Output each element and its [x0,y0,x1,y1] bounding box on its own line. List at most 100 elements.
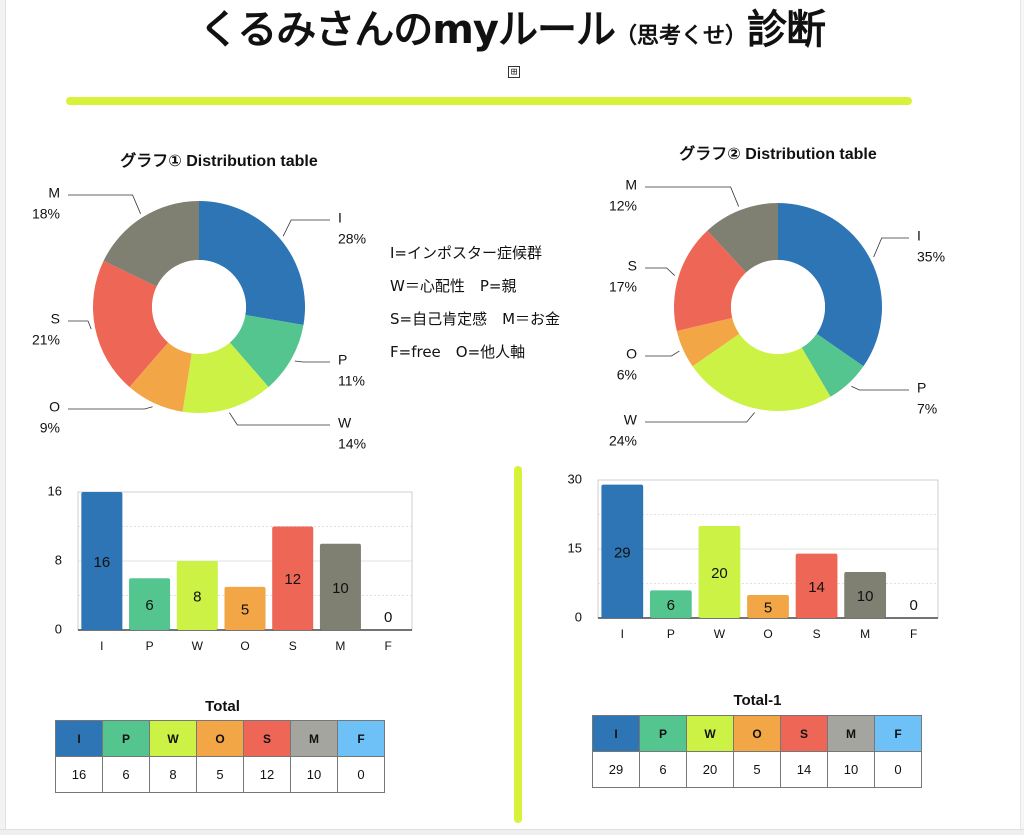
bar-value-label: 6 [145,597,153,614]
table-cell-M: 10 [827,751,875,788]
bar-P [129,578,171,630]
leader-line [68,194,141,214]
bar-P [649,590,692,618]
bar-value-label: 12 [284,571,301,588]
bar-value-label: 10 [332,580,349,597]
slice-pct: 12% [609,198,637,214]
leader-line [294,360,330,363]
leader-line [645,267,675,276]
legend-line: I=インポスター症候群 [390,244,542,262]
expand-icon[interactable]: ⊞ [508,66,520,78]
bar-S [272,526,314,630]
pie-slice-W [692,333,831,412]
table-header-I: I [55,720,103,757]
bar-value-label: 14 [808,579,825,596]
bar-M [844,572,887,618]
table-cell-W: 20 [686,751,734,788]
donut-hole [152,260,246,354]
bar-O [224,586,266,630]
bar-value-label: 5 [241,601,249,618]
slice-label: O [626,346,637,362]
leader-line [851,385,909,391]
x-tick-label: P [146,639,154,653]
leader-line [68,406,153,410]
x-tick-label: F [384,639,391,653]
bar-value-label: 6 [667,597,675,614]
bar-value-label: 29 [614,544,631,561]
table-header-P: P [102,720,150,757]
x-tick-label: W [192,639,204,653]
bar-value-label: 16 [94,554,111,571]
x-tick-label: M [335,639,345,653]
donut-chart-1: グラフ① Distribution table I 28% P 11% W 14% O 9% S 2… [32,151,366,452]
table-header-O: O [733,715,781,752]
pie-slice-O [676,317,740,367]
title-suffix: 診断 [746,7,826,53]
y-tick-label: 15 [568,540,582,555]
slice-label: I [338,210,342,226]
leader-line [645,350,680,357]
pie-slice-W [182,342,269,413]
title-paren: （思考くせ） [614,24,747,49]
table-cell-S: 14 [780,751,828,788]
table-header-W: W [686,715,734,752]
legend-line: S=自己肯定感 M＝お金 [390,310,561,328]
leader-line [645,186,739,207]
bar-W [698,526,741,618]
bar-S [795,553,838,618]
leader-line [229,412,330,426]
bar-O [747,595,789,618]
table-row: 29 6 20 5 14 10 0 [592,751,922,788]
pie-slice-S [674,230,747,332]
table-row: 16 6 8 5 12 10 0 [55,756,385,793]
slice-label: P [338,352,347,368]
section-divider [514,466,522,823]
table-cell-O: 5 [733,751,781,788]
slice-pct: 21% [32,332,60,348]
pie-slice-S [92,260,169,388]
page-title: くるみさんのmyルール（思考くせ）診断 [0,2,1024,65]
bottom-margin-strip [0,829,1024,835]
chart-title: グラフ① Distribution table [120,151,318,170]
leader-line [68,320,92,330]
slice-pct: 14% [338,436,366,452]
bar-M [319,543,361,630]
table-header-P: P [639,715,687,752]
left-margin-strip [0,0,6,835]
bar-value-label: 20 [711,565,728,582]
y-tick-label: 0 [55,621,62,636]
slice-label: I [917,228,921,244]
pie-slice-M [707,203,778,273]
slice-label: W [624,412,638,428]
slice-pct: 18% [32,206,60,222]
pie-slice-P [801,333,864,397]
x-tick-label: S [289,639,297,653]
table-cell-W: 8 [149,756,197,793]
table-header-M: M [290,720,338,757]
slice-label: M [48,185,60,201]
table-header-I: I [592,715,640,752]
x-tick-label: F [910,627,917,641]
table-header-M: M [827,715,875,752]
slice-label: M [625,177,637,193]
table-header-F: F [337,720,385,757]
legend-line: F=free O=他人軸 [390,343,526,361]
x-tick-label: S [813,627,821,641]
table-header-W: W [149,720,197,757]
y-tick-label: 16 [48,483,62,498]
pie-slice-M [103,200,199,287]
x-tick-label: I [100,639,103,653]
leader-line [282,219,330,237]
title-main: くるみさんのmyルール [199,7,616,53]
table-cell-P: 6 [639,751,687,788]
table-cell-M: 10 [290,756,338,793]
bar-value-label: 10 [857,588,874,605]
table-header-S: S [243,720,291,757]
slice-pct: 6% [617,367,637,383]
pie-slice-I [199,201,305,326]
slice-pct: 35% [917,249,945,265]
x-tick-label: O [763,627,772,641]
